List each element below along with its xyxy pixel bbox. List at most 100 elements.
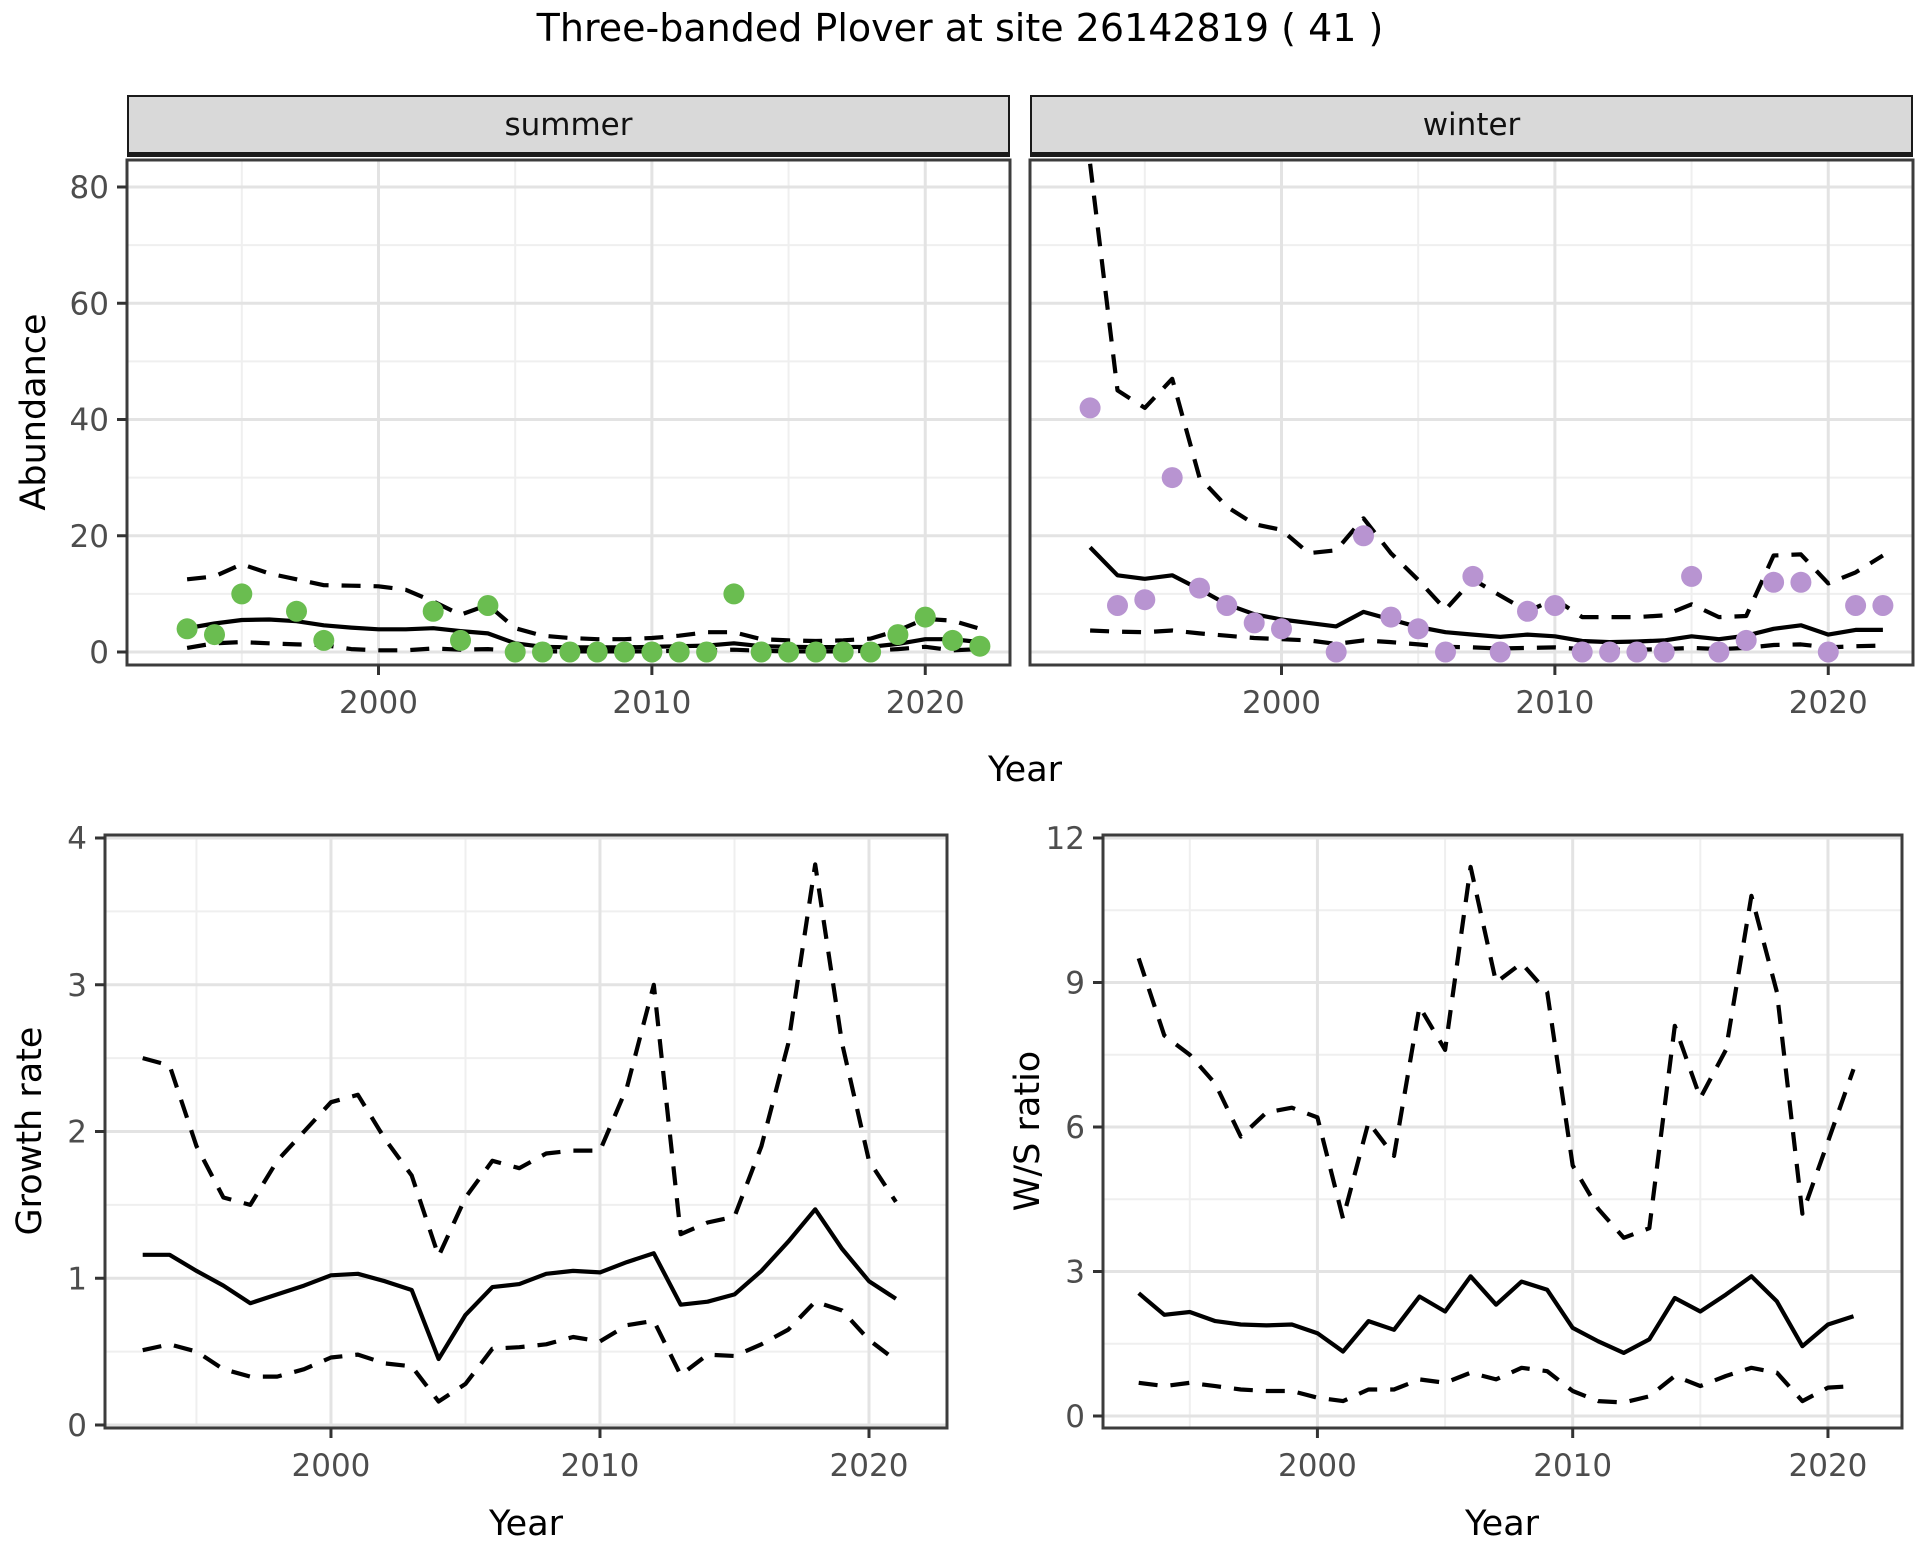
data-point-observed-counts [176, 618, 198, 640]
data-point-observed-counts [1872, 595, 1894, 616]
y-tick-label: 40 [70, 403, 109, 439]
panel-border [1101, 833, 1904, 1430]
data-point-observed-counts [750, 641, 772, 663]
panel-border [1028, 158, 1915, 667]
data-point-observed-counts [477, 595, 499, 616]
series-lower-ci-dashed-line [142, 1299, 898, 1404]
data-point-observed-counts [1407, 618, 1429, 640]
x-tick-label: 2000 [339, 685, 418, 721]
y-tick-label: 20 [70, 519, 109, 555]
data-point-observed-counts [778, 641, 800, 663]
data-point-observed-counts [1435, 641, 1456, 663]
data-point-observed-counts [1079, 397, 1101, 419]
data-point-observed-counts [1380, 606, 1402, 628]
data-point-observed-counts [559, 641, 581, 663]
x-tick-label: 2000 [292, 1448, 371, 1484]
data-point-observed-counts [614, 641, 635, 663]
data-point-observed-counts [313, 629, 335, 651]
series-lower-ci-dashed-line [1138, 1365, 1854, 1405]
y-axis-title-abundance: Abundance [14, 313, 54, 511]
data-point-observed-counts [1626, 641, 1648, 663]
data-point-observed-counts [805, 641, 827, 663]
data-point-observed-counts [532, 641, 553, 663]
chart-title: Three-banded Plover at site 26142819 ( 4… [536, 6, 1384, 50]
data-point-observed-counts [641, 641, 663, 663]
facet-strip-winter: winter [1030, 95, 1913, 157]
x-tick-label: 2000 [1278, 1448, 1357, 1484]
data-point-observed-counts [1489, 641, 1511, 663]
data-point-observed-counts [832, 641, 854, 663]
y-axis-title-ws-ratio: W/S ratio [1008, 1050, 1048, 1212]
x-tick-label: 2010 [612, 685, 691, 721]
series-model-estimate-line [1137, 1274, 1855, 1355]
data-point-observed-counts [914, 606, 936, 628]
data-point-observed-counts [1544, 595, 1566, 616]
y-tick-label: 0 [89, 635, 109, 671]
y-tick-label: 4 [67, 821, 87, 857]
data-point-observed-counts [723, 583, 745, 605]
y-tick-label: 9 [1065, 966, 1085, 1002]
y-tick-label: 3 [1065, 1255, 1085, 1291]
data-point-observed-counts [942, 629, 964, 651]
data-point-observed-counts [422, 600, 444, 622]
x-axis-title-year-growth: Year [488, 1504, 564, 1544]
y-tick-label: 12 [1046, 821, 1085, 857]
data-point-observed-counts [1462, 565, 1484, 587]
x-tick-label: 2010 [1515, 685, 1594, 721]
x-tick-label: 2010 [1533, 1448, 1612, 1484]
y-tick-label: 2 [67, 1115, 87, 1151]
data-point-observed-counts [1161, 467, 1183, 489]
data-point-observed-counts [1571, 641, 1593, 663]
data-point-observed-counts [668, 641, 690, 663]
series-upper-ci-dashed-line [1136, 864, 1856, 1240]
y-tick-label: 1 [67, 1261, 87, 1297]
data-point-observed-counts [1134, 589, 1156, 611]
data-point-observed-counts [204, 624, 225, 646]
data-point-observed-counts [1271, 618, 1292, 640]
facet-strip-winter-label: winter [1422, 106, 1521, 143]
data-point-observed-counts [1325, 641, 1347, 663]
y-tick-label: 0 [1065, 1399, 1085, 1435]
series-lower-ci-dashed-line [1090, 628, 1883, 652]
data-point-observed-counts [450, 629, 471, 651]
y-tick-label: 0 [67, 1408, 87, 1444]
y-tick-label: 80 [70, 170, 109, 206]
data-point-observed-counts [1107, 595, 1128, 616]
y-axis-title-growth-rate: Growth rate [10, 1026, 50, 1236]
data-point-observed-counts [1189, 577, 1210, 599]
data-point-observed-counts [969, 635, 991, 657]
x-tick-label: 2020 [1789, 1448, 1868, 1484]
data-point-observed-counts [696, 641, 718, 663]
y-tick-label: 3 [67, 968, 87, 1004]
data-point-observed-counts [1517, 600, 1538, 622]
series-upper-ci-dashed-line [142, 862, 898, 1259]
x-tick-label: 2000 [1242, 685, 1321, 721]
data-point-observed-counts [231, 583, 253, 605]
data-point-observed-counts [1599, 641, 1621, 663]
data-point-observed-counts [1653, 641, 1675, 663]
data-point-observed-counts [504, 641, 526, 663]
x-tick-label: 2020 [886, 685, 965, 721]
panel-background [1103, 835, 1902, 1428]
x-tick-label: 2010 [561, 1448, 640, 1484]
data-point-observed-counts [1763, 571, 1785, 593]
panel-border [125, 158, 1012, 667]
data-point-observed-counts [1216, 595, 1238, 616]
data-point-observed-counts [1708, 641, 1730, 663]
data-point-observed-counts [1817, 641, 1839, 663]
data-point-observed-counts [860, 641, 882, 663]
x-axis-title-year-top: Year [987, 750, 1063, 790]
panel-background [127, 160, 1010, 665]
data-point-observed-counts [1790, 571, 1812, 593]
data-point-observed-counts [286, 600, 307, 622]
data-point-observed-counts [1681, 565, 1703, 587]
data-point-observed-counts [586, 641, 608, 663]
data-point-observed-counts [1845, 595, 1867, 616]
data-point-observed-counts [1353, 525, 1374, 547]
series-model-estimate-line [142, 1207, 898, 1362]
facet-strip-summer: summer [127, 95, 1010, 157]
data-point-observed-counts [887, 624, 909, 646]
x-tick-label: 2020 [830, 1448, 909, 1484]
